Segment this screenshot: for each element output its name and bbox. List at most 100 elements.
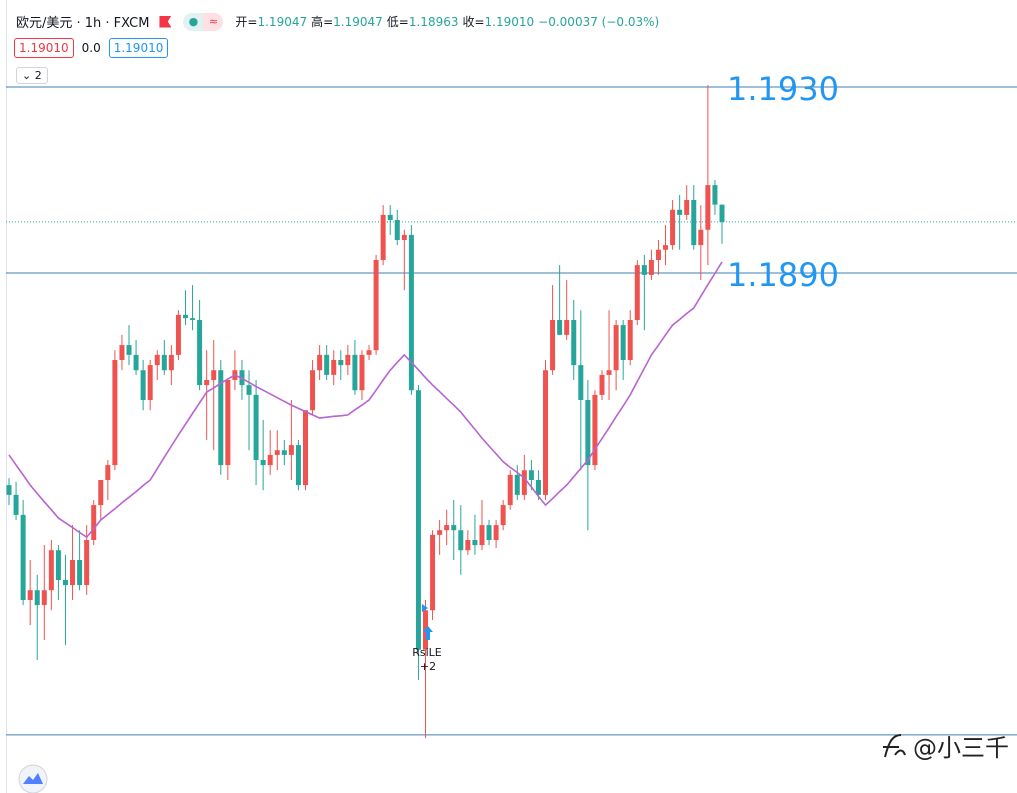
ohlc-label: 收= — [462, 15, 485, 29]
last-price-box: 1.19010 — [108, 38, 169, 58]
candle-body — [48, 550, 54, 591]
signal-qty: +2 — [420, 660, 436, 673]
ohlc-label: 高= — [311, 15, 334, 29]
ohlc-value: 1.19047 — [257, 15, 308, 29]
candle-body — [606, 370, 612, 375]
candle-body — [648, 259, 654, 275]
level-label: 1.1890 — [727, 256, 839, 294]
candle-body — [437, 530, 443, 535]
candle-body — [182, 314, 188, 319]
candle-body — [260, 459, 266, 466]
candle-body — [684, 199, 690, 215]
candle-body — [592, 394, 598, 466]
candle-body — [705, 185, 711, 230]
candle-body — [571, 319, 577, 366]
indicator-toggle[interactable]: ⌄ 2 — [16, 67, 48, 84]
candle-body — [84, 539, 90, 586]
candle-body — [112, 359, 118, 466]
ohlc-low: 低=1.18963 — [387, 13, 459, 30]
candle-body — [133, 354, 139, 371]
candle-body — [521, 470, 527, 495]
candle-body — [324, 354, 330, 375]
candle-body — [458, 530, 464, 551]
candle-body — [161, 354, 167, 371]
candle-body — [444, 525, 450, 531]
candle-body — [486, 525, 492, 540]
candle-body — [712, 185, 718, 205]
candle-body — [634, 265, 640, 320]
candle-body — [218, 370, 224, 466]
watermark-text: @小三千 — [913, 734, 1009, 762]
candle-body — [366, 350, 372, 355]
moving-average — [8, 261, 723, 539]
ohlc-value: 1.19010 — [484, 15, 535, 29]
signal-flag — [422, 604, 428, 612]
candle-body — [211, 370, 217, 380]
candle-body — [380, 214, 386, 260]
candle-body — [140, 370, 146, 400]
candle-body — [70, 559, 76, 586]
candle-body — [41, 590, 47, 606]
candle-body — [430, 534, 436, 611]
candle-body — [239, 370, 245, 386]
candle-body — [310, 370, 316, 411]
signal-label: RsiLE — [412, 646, 442, 659]
candle-body — [253, 394, 259, 460]
candle-body — [670, 209, 676, 246]
ohlc-label: 低= — [386, 15, 409, 29]
candle-body — [528, 470, 534, 480]
candle-body — [190, 318, 196, 320]
candle-body — [147, 365, 153, 400]
candle-body — [663, 245, 669, 250]
candle-body — [599, 374, 605, 395]
logo-circle — [18, 764, 48, 793]
candle-body — [465, 539, 471, 551]
candle-body — [288, 445, 294, 455]
candle-body — [359, 354, 365, 391]
candle-body — [204, 379, 210, 386]
ohlc-value: 1.19047 — [333, 15, 383, 29]
candle-body — [331, 359, 337, 375]
candle-body — [557, 319, 563, 335]
candle-body — [408, 234, 414, 391]
candle-body — [62, 579, 68, 586]
candle-body — [345, 354, 351, 366]
ohlc-open: 开=1.19047 — [235, 13, 307, 30]
flag-icon[interactable] — [159, 15, 172, 28]
candle-body — [295, 445, 301, 486]
candle-body — [698, 229, 704, 246]
ohlc-close: 收=1.19010 — [462, 13, 534, 30]
candle-body — [175, 314, 181, 355]
candle-body — [105, 465, 111, 480]
candle-body — [246, 385, 252, 395]
candle-body — [613, 325, 619, 371]
candle-body — [514, 474, 520, 495]
indicator-count: 2 — [34, 69, 42, 82]
candle-body — [691, 199, 697, 246]
candle-body — [394, 219, 400, 240]
signal-arrow — [423, 626, 433, 640]
candle-body — [500, 505, 506, 526]
candle-body — [507, 474, 513, 506]
indicator-values: 1.19010 0.0 1.19010 — [14, 38, 169, 58]
candle-body — [352, 354, 358, 391]
candle-body — [338, 359, 344, 366]
candle-body — [535, 479, 541, 495]
status-pill[interactable]: ● ≈ — [183, 12, 224, 31]
candle-body — [98, 479, 104, 506]
candle-body — [451, 525, 457, 531]
candle-body — [197, 319, 203, 386]
indicator-value: 1.19010 — [14, 38, 74, 58]
candle-body — [543, 370, 549, 495]
candle-body — [27, 590, 33, 600]
level-label: 1.1930 — [727, 70, 839, 108]
watermark-logo — [883, 733, 906, 757]
candle-body — [302, 410, 308, 486]
candle-body — [627, 319, 633, 360]
candle-body — [274, 450, 280, 455]
candle-body — [6, 485, 12, 495]
logo-mark — [23, 773, 43, 784]
candle-body — [641, 265, 647, 275]
ohlc-high: 高=1.19047 — [311, 13, 383, 30]
